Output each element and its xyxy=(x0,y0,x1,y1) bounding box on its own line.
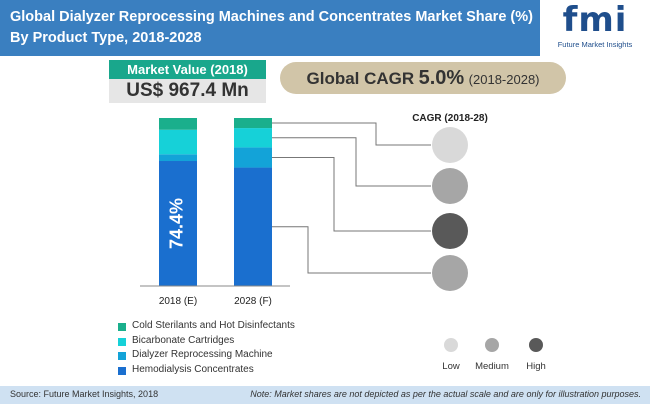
bar-segment-cold-sterilants-and-hot-disinfectants-1 xyxy=(159,118,197,130)
legend-label: Cold Sterilants and Hot Disinfectants xyxy=(132,320,295,331)
market-value-label: Market Value (2018) xyxy=(109,60,266,79)
market-value: US$ 967.4 Mn xyxy=(109,79,266,103)
connector-line xyxy=(272,226,431,274)
footer-bar: Source: Future Market Insights, 2018 Not… xyxy=(0,386,650,404)
x-tick-label: 2028 (F) xyxy=(234,296,272,307)
cagr-circle-medium xyxy=(432,168,468,204)
cagr-legend: Low Medium High xyxy=(442,338,546,372)
legend-label: Bicarbonate Cartridges xyxy=(132,334,235,346)
cagr-circle-high xyxy=(432,213,468,249)
legend-swatch xyxy=(118,366,126,375)
connector-lines xyxy=(272,122,431,274)
legend-label: Hemodialysis Concentrates xyxy=(132,363,254,375)
header-banner: Global Dialyzer Reprocessing Machines an… xyxy=(0,0,540,56)
cagr-circle-low xyxy=(432,127,468,163)
bar-segment-cold-sterilants-and-hot-disinfectants-2 xyxy=(234,118,272,129)
global-cagr-period: (2018-2028) xyxy=(468,72,540,87)
connector-line xyxy=(272,156,431,232)
page-title: Global Dialyzer Reprocessing Machines an… xyxy=(10,7,535,49)
cagr-legend-dot-medium xyxy=(485,338,499,352)
title-line-2: By Product Type, 2018-2028 xyxy=(10,30,202,46)
connector-line xyxy=(272,137,431,187)
bar-segment-dialyzer-reprocessing-machine-2 xyxy=(234,147,272,168)
fmi-logo: fmi Future Market Insights xyxy=(540,0,650,56)
bars-group: 74.4% xyxy=(159,118,272,286)
cagr-circles xyxy=(432,127,468,291)
legend-swatch xyxy=(118,323,126,331)
logo-text: fmi xyxy=(562,0,628,40)
bar-segment-bicarbonate-cartridges-1 xyxy=(159,129,197,155)
global-cagr-badge: Global CAGR 5.0% (2018-2028) xyxy=(280,62,566,94)
stacked-bar-chart: 74.4% 2018 (E) 2028 (F) CAGR (2018-28) Lo… xyxy=(140,113,546,372)
legend-swatch xyxy=(118,337,126,346)
bar-segment-bicarbonate-cartridges-2 xyxy=(234,128,272,148)
note-text: Note: Market shares are not depicted as … xyxy=(250,389,641,399)
source-text: Source: Future Market Insights, 2018 xyxy=(10,389,159,399)
legend-swatch xyxy=(118,352,126,360)
cagr-legend-dot-low xyxy=(444,338,458,352)
bar-segment-hemodialysis-concentrates-1 xyxy=(159,161,197,286)
x-tick-label: 2018 (E) xyxy=(159,296,197,307)
global-cagr-label: Global CAGR xyxy=(306,69,415,88)
connector-line xyxy=(272,122,431,146)
legend-label: Dialyzer Reprocessing Machine xyxy=(132,349,273,360)
data-label: 74.4% xyxy=(167,198,187,249)
cagr-legend-label: Medium xyxy=(475,361,509,372)
title-line-1: Global Dialyzer Reprocessing Machines an… xyxy=(10,9,533,25)
cagr-circle-medium xyxy=(432,255,468,291)
cagr-legend-dot-high xyxy=(529,338,543,352)
cagr-panel-title: CAGR (2018-28) xyxy=(412,113,488,124)
x-tick-labels: 2018 (E) 2028 (F) xyxy=(159,296,272,307)
bar-segment-dialyzer-reprocessing-machine-1 xyxy=(159,154,197,162)
cagr-legend-label: High xyxy=(526,361,546,372)
logo-tagline: Future Market Insights xyxy=(557,40,633,49)
global-cagr-value: 5.0% xyxy=(418,67,465,89)
cagr-legend-label: Low xyxy=(442,361,460,372)
bar-segment-hemodialysis-concentrates-2 xyxy=(234,167,272,286)
